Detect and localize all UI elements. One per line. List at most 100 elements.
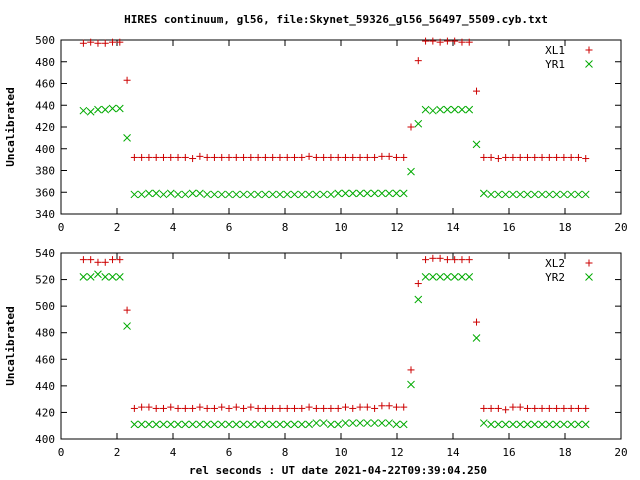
top-panel: 0 2 4 6 8 10 12 14 16 18 20 340 360 380 400 420 440 460 48… xyxy=(4,34,628,234)
top-point-yr1 xyxy=(217,190,226,199)
top-point-yr1 xyxy=(327,190,335,199)
top-point-yr1-d2 xyxy=(152,189,161,198)
top-point-yr1 xyxy=(479,189,488,198)
bottom-point-xl2 xyxy=(582,404,590,412)
bottom-point-yr2 xyxy=(465,273,474,281)
top-point-yr1 xyxy=(123,134,131,142)
top-point-yr1-d2 xyxy=(101,105,110,114)
top-point-yr1 xyxy=(428,106,437,115)
bottom-point-xl2 xyxy=(159,404,167,412)
top-point-yr1-d2 xyxy=(450,105,459,114)
bottom-point-yr2-d2 xyxy=(254,420,262,429)
bottom-point-yr2 xyxy=(210,420,219,429)
top-point-xl1 xyxy=(516,153,524,161)
top-point-yr1 xyxy=(509,190,517,199)
top-point-yr1-d2 xyxy=(399,189,408,198)
top-x-tick-label: 0 xyxy=(58,221,65,234)
bottom-point-yr2-d2 xyxy=(79,273,88,281)
top-point-xl1 xyxy=(254,153,262,161)
bottom-point-yr2 xyxy=(363,419,372,427)
top-point-yr1-d2 xyxy=(370,189,379,198)
top-point-xl1 xyxy=(152,153,160,161)
bottom-point-yr2-d2 xyxy=(210,420,219,429)
top-point-xl1 xyxy=(269,153,277,161)
bottom-point-yr2 xyxy=(414,295,423,304)
bottom-point-yr2-d2 xyxy=(552,420,561,429)
top-point-yr1-d2 xyxy=(509,190,517,199)
top-x-tick-label: 4 xyxy=(170,221,177,234)
bottom-point-xl2 xyxy=(422,256,430,264)
top-point-yr1-d2 xyxy=(166,189,175,198)
bottom-point-yr2 xyxy=(356,419,364,427)
top-point-yr1 xyxy=(458,105,466,114)
bottom-point-xl2 xyxy=(254,404,262,412)
top-point-yr1-d2 xyxy=(516,190,525,199)
bottom-point-yr2 xyxy=(450,273,459,281)
top-point-yr1-d2 xyxy=(472,140,481,149)
bottom-point-yr2-d2 xyxy=(523,420,532,429)
bottom-point-yr2-d2 xyxy=(290,420,299,429)
top-point-yr1-d2 xyxy=(130,190,139,199)
top-point-yr1 xyxy=(501,190,510,199)
bottom-point-yr2-d2 xyxy=(378,419,386,427)
top-point-yr1-d2 xyxy=(378,189,386,198)
bottom-point-yr2 xyxy=(436,273,444,281)
top-point-yr1 xyxy=(137,190,146,199)
top-point-xl1 xyxy=(145,153,153,161)
bottom-point-xl2 xyxy=(523,404,531,412)
top-legend-label-yr1: YR1 xyxy=(545,58,565,71)
top-point-yr1 xyxy=(341,189,350,198)
bottom-point-xl2 xyxy=(531,404,539,412)
top-point-xl1 xyxy=(79,39,87,47)
bottom-point-yr2-d2 xyxy=(152,420,161,429)
top-point-yr1 xyxy=(348,189,357,198)
top-point-xl1 xyxy=(130,153,138,161)
top-point-yr1-d2 xyxy=(458,105,466,114)
top-point-yr1 xyxy=(363,189,372,198)
bottom-point-xl2 xyxy=(429,254,437,262)
top-point-yr1-d2 xyxy=(574,190,583,199)
bottom-point-xl2 xyxy=(174,404,182,412)
bottom-point-yr2 xyxy=(530,420,539,429)
bottom-x-tick-label: 20 xyxy=(614,446,627,459)
top-point-yr1-d2 xyxy=(123,134,131,142)
top-point-yr1-d2 xyxy=(501,190,510,199)
bottom-point-yr2-d2 xyxy=(450,273,459,281)
top-point-yr1 xyxy=(356,189,364,198)
bottom-point-yr2-d2 xyxy=(545,420,554,429)
top-point-xl1 xyxy=(378,152,386,160)
top-point-yr1 xyxy=(276,190,284,199)
top-point-xl1 xyxy=(422,37,430,45)
top-point-yr1-d2 xyxy=(86,107,95,116)
bottom-point-xl2 xyxy=(203,404,211,412)
bottom-y-tick-label: 400 xyxy=(35,433,55,446)
top-point-xl1 xyxy=(494,155,502,163)
top-point-yr1-d2 xyxy=(560,190,568,199)
bottom-point-yr2 xyxy=(341,419,350,427)
bottom-point-xl2 xyxy=(291,404,299,412)
bottom-point-yr2 xyxy=(217,420,226,429)
top-point-yr1-d2 xyxy=(268,190,277,199)
bottom-point-yr2 xyxy=(407,380,415,389)
bottom-point-yr2 xyxy=(574,420,583,429)
top-point-xl1 xyxy=(407,123,415,131)
bottom-point-yr2 xyxy=(509,420,517,429)
top-point-yr1 xyxy=(545,190,554,199)
bottom-point-xl2 xyxy=(298,404,306,412)
bottom-point-xl2 xyxy=(538,404,546,412)
chart-title: HIRES continuum, gl56, file:Skynet_59326… xyxy=(124,13,548,26)
top-point-yr1-d2 xyxy=(414,119,423,128)
bottom-point-yr2-d2 xyxy=(501,420,510,429)
top-point-yr1 xyxy=(115,104,124,113)
bottom-point-xl2 xyxy=(473,318,481,326)
top-point-xl1 xyxy=(553,153,561,161)
bottom-point-yr2 xyxy=(297,420,306,429)
top-point-xl1 xyxy=(138,153,146,161)
top-point-yr1 xyxy=(450,105,459,114)
top-y-tick-label: 360 xyxy=(35,186,55,199)
bottom-point-xl2 xyxy=(334,404,342,412)
bottom-point-xl2 xyxy=(392,403,400,411)
top-y-tick-label: 340 xyxy=(35,208,55,221)
top-point-xl1 xyxy=(225,153,233,161)
